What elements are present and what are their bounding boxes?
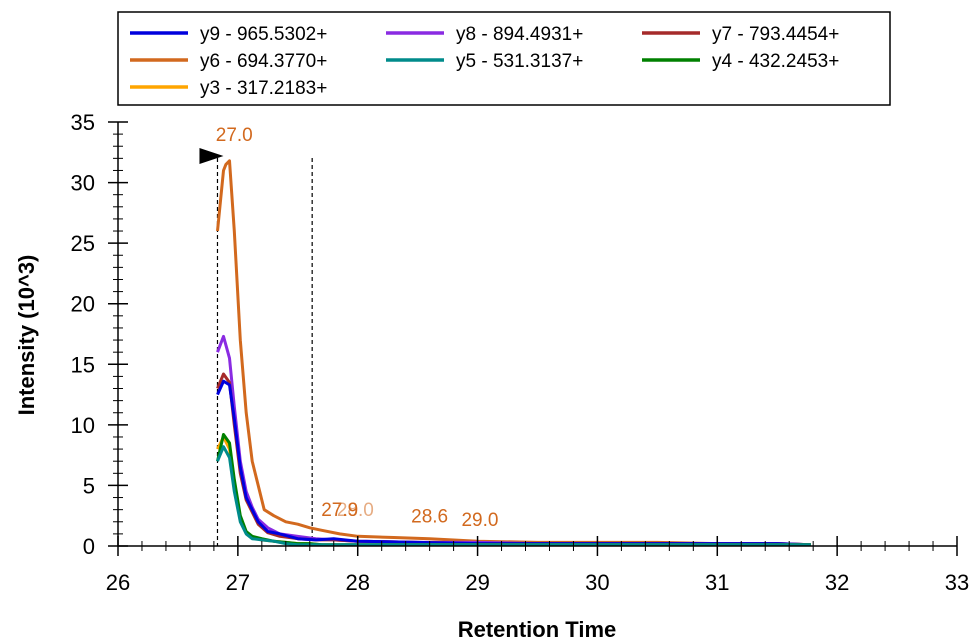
legend-frame (117, 11, 891, 106)
x-tick-label: 32 (825, 570, 849, 595)
legend-label: y8 - 894.4931+ (456, 24, 583, 45)
y-tick-label: 25 (71, 231, 95, 256)
y-tick-label: 15 (71, 352, 95, 377)
legend-label: y7 - 793.4454+ (712, 24, 839, 45)
peak-rt-label: 27.9 (321, 500, 358, 521)
legend-label: y4 - 432.2453+ (712, 51, 839, 72)
legend-label: y3 - 317.2183+ (200, 78, 327, 99)
peak-rt-label: 28.6 (411, 507, 448, 528)
legend-label: y9 - 965.5302+ (200, 24, 327, 45)
x-tick-label: 26 (106, 570, 130, 595)
x-axis-title: Retention Time (458, 617, 617, 642)
peak-rt-label: 27.0 (216, 125, 253, 146)
y-axis-title: Intensity (10^3) (14, 255, 39, 416)
x-tick-label: 29 (465, 570, 489, 595)
x-tick-label: 33 (945, 570, 969, 595)
x-tick-label: 31 (705, 570, 729, 595)
peak-rt-label: 28.0 (337, 500, 374, 521)
peak-rt-label: 29.0 (461, 510, 498, 531)
x-tick-label: 30 (585, 570, 609, 595)
y-tick-label: 5 (83, 473, 95, 498)
legend-label: y6 - 694.3770+ (200, 51, 327, 72)
y-tick-label: 35 (71, 110, 95, 135)
peak-marker-icon (199, 148, 224, 164)
y-tick-label: 0 (83, 534, 95, 559)
x-tick-label: 27 (226, 570, 250, 595)
legend-label: y5 - 531.3137+ (456, 51, 583, 72)
y-tick-label: 10 (71, 413, 95, 438)
legend: y9 - 965.5302+ y8 - 894.4931+ y7 - 793.445… (117, 11, 891, 106)
y-tick-label: 20 (71, 292, 95, 317)
y-tick-label: 30 (71, 171, 95, 196)
x-tick-label: 28 (345, 570, 369, 595)
